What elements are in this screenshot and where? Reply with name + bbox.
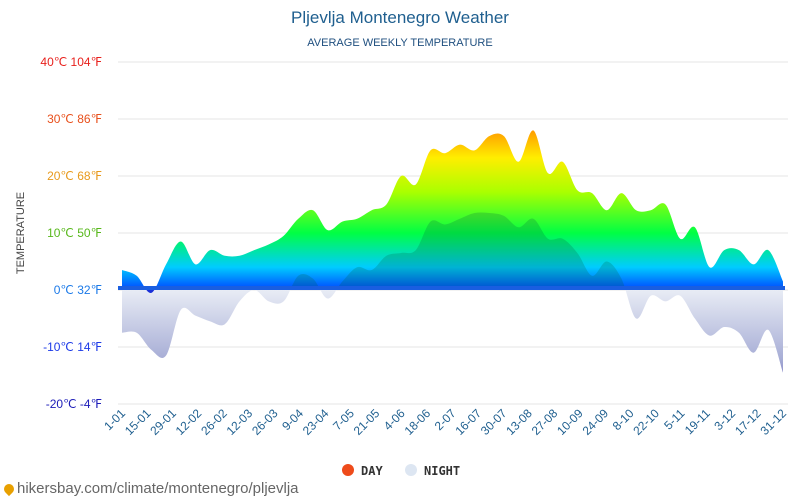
legend-item-night[interactable]: NIGHT bbox=[405, 464, 460, 478]
x-tick-label: 21-05 bbox=[351, 406, 383, 438]
x-tick-label: 29-01 bbox=[147, 406, 179, 438]
x-tick-label: 27-08 bbox=[529, 406, 561, 438]
location-pin-icon bbox=[1, 481, 17, 497]
x-tick-label: 12-03 bbox=[224, 406, 256, 438]
x-tick-label: 30-07 bbox=[478, 406, 510, 438]
y-tick-label: 20℃ 68℉ bbox=[47, 169, 102, 183]
x-tick-label: 19-11 bbox=[682, 406, 713, 437]
x-tick-label: 17-12 bbox=[732, 406, 764, 438]
legend-night-label: NIGHT bbox=[424, 464, 460, 478]
y-tick-label: -10℃ 14℉ bbox=[43, 340, 102, 354]
x-tick-label: 13-08 bbox=[503, 406, 535, 438]
x-tick-label: 23-04 bbox=[300, 406, 332, 438]
x-tick-label: 15-01 bbox=[122, 406, 154, 438]
legend-night-marker bbox=[405, 464, 417, 476]
x-tick-label: 26-02 bbox=[198, 406, 230, 438]
plot-area bbox=[118, 130, 785, 373]
x-tick-label: 18-06 bbox=[402, 406, 434, 438]
y-tick-labels: 40℃ 104℉ 30℃ 86℉ 20℃ 68℉ 10℃ 50℉ 0℃ 32℉ -10℃ … bbox=[40, 55, 102, 411]
source-text: hikersbay.com/climate/montenegro/pljevlj… bbox=[17, 480, 299, 497]
source-link[interactable]: hikersbay.com/climate/montenegro/pljevlj… bbox=[1, 480, 299, 497]
x-tick-label: 10-09 bbox=[554, 406, 586, 438]
y-tick-label: 10℃ 50℉ bbox=[47, 226, 102, 240]
x-tick-label: 24-09 bbox=[580, 406, 612, 438]
legend-item-day[interactable]: DAY bbox=[342, 464, 383, 478]
legend: DAY NIGHT bbox=[342, 464, 460, 478]
x-tick-label: 16-07 bbox=[452, 406, 484, 438]
night-below-zero-area bbox=[122, 290, 783, 373]
y-tick-label: -20℃ -4℉ bbox=[46, 397, 102, 411]
chart-subtitle: AVERAGE WEEKLY TEMPERATURE bbox=[307, 37, 492, 49]
x-tick-labels: 1-0115-0129-0112-0226-0212-0326-039-0423… bbox=[101, 406, 789, 438]
y-tick-label: 0℃ 32℉ bbox=[54, 283, 102, 297]
y-tick-label: 30℃ 86℉ bbox=[47, 112, 102, 126]
legend-day-label: DAY bbox=[361, 464, 383, 478]
legend-day-marker bbox=[342, 464, 354, 476]
y-tick-label: 40℃ 104℉ bbox=[40, 55, 102, 69]
night-temperature-area bbox=[122, 212, 783, 290]
x-tick-label: 22-10 bbox=[630, 406, 662, 438]
zero-band bbox=[118, 286, 785, 290]
x-tick-label: 31-12 bbox=[758, 406, 790, 438]
chart-title: Pljevlja Montenegro Weather bbox=[291, 8, 509, 27]
y-axis-label: TEMPERATURE bbox=[15, 192, 27, 274]
x-tick-label: 12-02 bbox=[173, 406, 205, 438]
x-tick-label: 26-03 bbox=[249, 406, 281, 438]
day-temperature-area bbox=[122, 130, 783, 290]
